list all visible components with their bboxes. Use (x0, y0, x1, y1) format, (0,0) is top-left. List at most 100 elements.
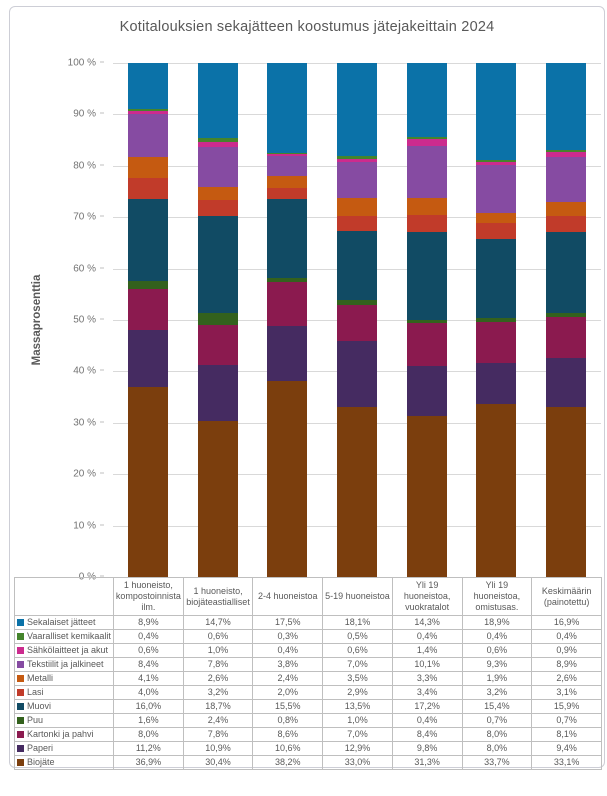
bar-column (113, 63, 183, 577)
value-cell: 3,2% (461, 685, 533, 700)
bar-segment (546, 156, 587, 203)
bar-segment (546, 149, 587, 152)
value-cell: 9,4% (531, 741, 602, 756)
value-cell: 0,6% (322, 643, 393, 658)
value-cell: 10,9% (182, 741, 254, 756)
value-cell: 8,1% (531, 727, 602, 742)
value-cell: 0,6% (461, 643, 533, 658)
y-tick-label: 90 % (73, 109, 113, 120)
value-cell: 30,4% (182, 755, 254, 770)
value-cell: 0,4% (461, 629, 533, 644)
value-cell: 0,4% (113, 629, 184, 644)
bar-segment (546, 316, 587, 359)
value-cell: 0,7% (531, 713, 602, 728)
bar-segment (476, 160, 517, 163)
bar-segment (267, 278, 308, 283)
value-cell: 0,8% (252, 713, 324, 728)
y-tick-label: 20 % (73, 469, 113, 480)
value-cell: 3,5% (322, 671, 393, 686)
bar-segment (197, 141, 238, 147)
value-cell: 11,2% (113, 741, 184, 756)
bar-segment (476, 165, 517, 213)
bar-segment (197, 312, 238, 325)
value-cell: 0,6% (182, 629, 254, 644)
legend-swatch-icon (17, 633, 24, 640)
value-cell: 17,5% (252, 615, 324, 630)
legend-cell: Lasi (14, 685, 114, 700)
legend-cell: Sähkölaitteet ja akut (14, 643, 114, 658)
table-row: Paperi 11,2% 10,9% 10,6% 12,9% 9,8% 8,0% 9,4% (14, 741, 602, 756)
legend-label: Kartonki ja pahvi (27, 729, 94, 739)
bar-segment (476, 403, 517, 577)
y-tick-label: 80 % (73, 160, 113, 171)
table-column-header: 1 huoneisto, kompostoinnista ilm. (113, 577, 184, 616)
value-cell: 1,4% (391, 643, 463, 658)
value-cell: 3,2% (182, 685, 254, 700)
bar-segment (546, 202, 587, 216)
legend-label: Biojäte (27, 757, 55, 767)
value-cell: 12,9% (322, 741, 393, 756)
bar-column (462, 63, 532, 577)
value-cell: 9,3% (461, 657, 533, 672)
legend-label: Sähkölaitteet ja akut (27, 645, 109, 655)
bar-segment (127, 156, 168, 178)
bar-column (252, 63, 322, 577)
bar-segment (546, 358, 587, 407)
bar-segment (546, 151, 587, 157)
legend-cell: Biojäte (14, 755, 114, 770)
table-column-header: 2-4 huoneistoa (252, 577, 324, 616)
bar-segment (476, 212, 517, 223)
legend-cell: Sekalaiset jätteet (14, 615, 114, 630)
bar-segment (267, 63, 308, 153)
table-column-header: Yli 19 huoneistoa, vuokratalot (391, 577, 463, 616)
value-cell: 31,3% (391, 755, 463, 770)
legend-label: Vaaralliset kemikaalit (27, 631, 111, 641)
value-cell: 8,0% (113, 727, 184, 742)
legend-swatch-icon (17, 745, 24, 752)
bar-segment (337, 305, 378, 341)
bar-segment (337, 197, 378, 216)
bar-column (392, 63, 462, 577)
value-cell: 33,1% (531, 755, 602, 770)
value-cell: 16,0% (113, 699, 184, 714)
value-cell: 8,6% (252, 727, 324, 742)
bars-row (113, 63, 601, 577)
bar-segment (406, 322, 447, 366)
value-cell: 36,9% (113, 755, 184, 770)
bar-segment (127, 387, 168, 577)
y-tick-label: 50 % (73, 315, 113, 326)
value-cell: 0,4% (391, 629, 463, 644)
legend-label: Sekalaiset jätteet (27, 617, 96, 627)
value-cell: 18,7% (182, 699, 254, 714)
table-row: Muovi 16,0% 18,7% 15,5% 13,5% 17,2% 15,4% 15,9% (14, 699, 602, 714)
stacked-bar (337, 63, 378, 577)
table-body: Sekalaiset jätteet 8,9% 14,7% 17,5% 18,1% 14,… (14, 615, 602, 770)
stacked-bar (546, 63, 587, 577)
value-cell: 8,0% (461, 727, 533, 742)
bar-segment (267, 175, 308, 189)
legend-label: Tekstiilit ja jalkineet (27, 659, 104, 669)
bar-segment (127, 329, 168, 388)
y-tick-label: 40 % (73, 366, 113, 377)
value-cell: 2,6% (182, 671, 254, 686)
bar-segment (337, 161, 378, 198)
value-cell: 8,9% (113, 615, 184, 630)
bar-segment (546, 215, 587, 232)
y-tick-label: 70 % (73, 212, 113, 223)
value-cell: 2,6% (531, 671, 602, 686)
legend-swatch-icon (17, 675, 24, 682)
bar-segment (406, 63, 447, 137)
bar-segment (406, 232, 447, 321)
bar-segment (127, 108, 168, 111)
chart-frame: Kotitalouksien sekajätteen koostumus jät… (9, 6, 605, 770)
bar-segment (337, 215, 378, 231)
value-cell: 13,5% (322, 699, 393, 714)
value-cell: 8,4% (391, 727, 463, 742)
bar-segment (406, 136, 447, 139)
bar-segment (267, 380, 308, 577)
value-cell: 7,0% (322, 727, 393, 742)
bar-segment (267, 156, 308, 176)
bar-segment (197, 216, 238, 313)
value-cell: 0,6% (113, 643, 184, 658)
table-row: Sähkölaitteet ja akut 0,6% 1,0% 0,4% 0,6% 1,4… (14, 643, 602, 658)
